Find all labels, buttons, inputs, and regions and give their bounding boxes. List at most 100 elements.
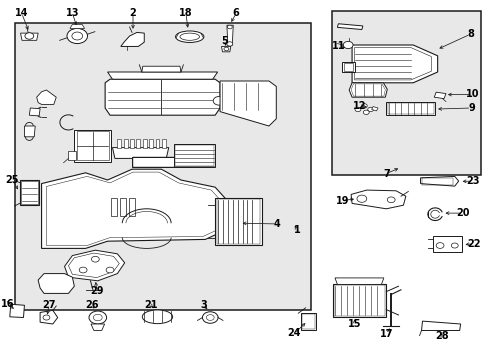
Bar bbox=[301, 313, 315, 330]
Text: 10: 10 bbox=[465, 89, 478, 99]
Polygon shape bbox=[371, 107, 377, 111]
Circle shape bbox=[72, 32, 82, 40]
Bar bbox=[175, 145, 213, 166]
Text: 19: 19 bbox=[335, 195, 348, 206]
Polygon shape bbox=[105, 79, 220, 115]
Polygon shape bbox=[41, 169, 224, 248]
Circle shape bbox=[67, 28, 87, 44]
Text: 18: 18 bbox=[179, 8, 192, 18]
Polygon shape bbox=[149, 139, 153, 148]
Ellipse shape bbox=[142, 310, 172, 324]
Polygon shape bbox=[220, 81, 276, 126]
Circle shape bbox=[363, 110, 368, 114]
Text: 3: 3 bbox=[200, 300, 206, 310]
Text: 14: 14 bbox=[15, 8, 28, 18]
Bar bbox=[132, 157, 185, 167]
Circle shape bbox=[93, 314, 102, 321]
Text: 15: 15 bbox=[347, 319, 361, 329]
Polygon shape bbox=[29, 108, 40, 116]
Bar bbox=[216, 199, 260, 244]
Polygon shape bbox=[420, 176, 458, 186]
Text: 16: 16 bbox=[1, 299, 15, 309]
Text: 8: 8 bbox=[466, 29, 473, 39]
Text: 23: 23 bbox=[466, 176, 479, 186]
Bar bbox=[74, 130, 111, 162]
Polygon shape bbox=[20, 33, 38, 40]
Polygon shape bbox=[348, 83, 386, 97]
Text: 12: 12 bbox=[352, 101, 366, 111]
Bar bbox=[21, 181, 38, 204]
Polygon shape bbox=[37, 90, 56, 104]
Text: 13: 13 bbox=[65, 8, 79, 18]
Polygon shape bbox=[142, 139, 146, 148]
Polygon shape bbox=[162, 139, 165, 148]
Bar bbox=[133, 157, 184, 167]
Circle shape bbox=[386, 197, 394, 203]
Polygon shape bbox=[341, 62, 354, 72]
Polygon shape bbox=[226, 25, 233, 45]
Bar bbox=[120, 198, 126, 216]
Bar bbox=[302, 314, 314, 329]
Text: 25: 25 bbox=[5, 175, 19, 185]
Polygon shape bbox=[70, 24, 84, 28]
Circle shape bbox=[343, 41, 352, 49]
Bar bbox=[215, 198, 261, 245]
Polygon shape bbox=[68, 151, 76, 160]
Polygon shape bbox=[130, 139, 134, 148]
Polygon shape bbox=[433, 92, 445, 99]
Circle shape bbox=[226, 42, 232, 46]
Text: 29: 29 bbox=[90, 286, 103, 296]
Circle shape bbox=[435, 243, 443, 248]
Bar bbox=[173, 144, 215, 167]
Text: 17: 17 bbox=[379, 329, 392, 339]
Text: 9: 9 bbox=[467, 103, 474, 113]
Polygon shape bbox=[142, 66, 181, 72]
Polygon shape bbox=[351, 45, 437, 83]
Polygon shape bbox=[155, 139, 159, 148]
Polygon shape bbox=[337, 24, 362, 30]
Polygon shape bbox=[38, 274, 74, 293]
Circle shape bbox=[89, 311, 106, 324]
Polygon shape bbox=[117, 139, 121, 148]
Text: 6: 6 bbox=[232, 8, 239, 18]
Text: 21: 21 bbox=[143, 300, 157, 310]
Polygon shape bbox=[24, 126, 35, 137]
Bar bbox=[332, 284, 386, 317]
Circle shape bbox=[213, 96, 224, 105]
Circle shape bbox=[227, 25, 232, 29]
Bar bbox=[387, 103, 433, 114]
Text: 5: 5 bbox=[221, 36, 228, 46]
Circle shape bbox=[224, 47, 228, 51]
Polygon shape bbox=[91, 324, 104, 330]
Circle shape bbox=[25, 33, 34, 39]
Circle shape bbox=[206, 315, 214, 320]
Bar bbox=[333, 285, 384, 316]
Text: 1: 1 bbox=[293, 225, 300, 235]
Circle shape bbox=[354, 107, 360, 112]
Polygon shape bbox=[40, 310, 58, 324]
Bar bbox=[386, 102, 434, 115]
Circle shape bbox=[450, 243, 457, 248]
Polygon shape bbox=[123, 139, 127, 148]
Polygon shape bbox=[136, 139, 140, 148]
Circle shape bbox=[356, 195, 366, 202]
Bar bbox=[129, 198, 135, 216]
Bar bbox=[422, 178, 452, 185]
Bar bbox=[111, 198, 117, 216]
Circle shape bbox=[202, 312, 218, 323]
Polygon shape bbox=[334, 278, 383, 284]
Polygon shape bbox=[421, 321, 460, 330]
Circle shape bbox=[43, 315, 50, 320]
Text: 2: 2 bbox=[129, 8, 136, 18]
Polygon shape bbox=[112, 148, 168, 158]
Polygon shape bbox=[10, 304, 24, 318]
Bar bbox=[20, 180, 39, 205]
Circle shape bbox=[91, 256, 99, 262]
Bar bbox=[432, 236, 461, 252]
Polygon shape bbox=[221, 46, 230, 52]
Bar bbox=[77, 131, 108, 160]
Text: 22: 22 bbox=[467, 239, 480, 249]
Polygon shape bbox=[121, 32, 144, 46]
Text: 24: 24 bbox=[287, 328, 301, 338]
Text: 7: 7 bbox=[382, 168, 389, 179]
